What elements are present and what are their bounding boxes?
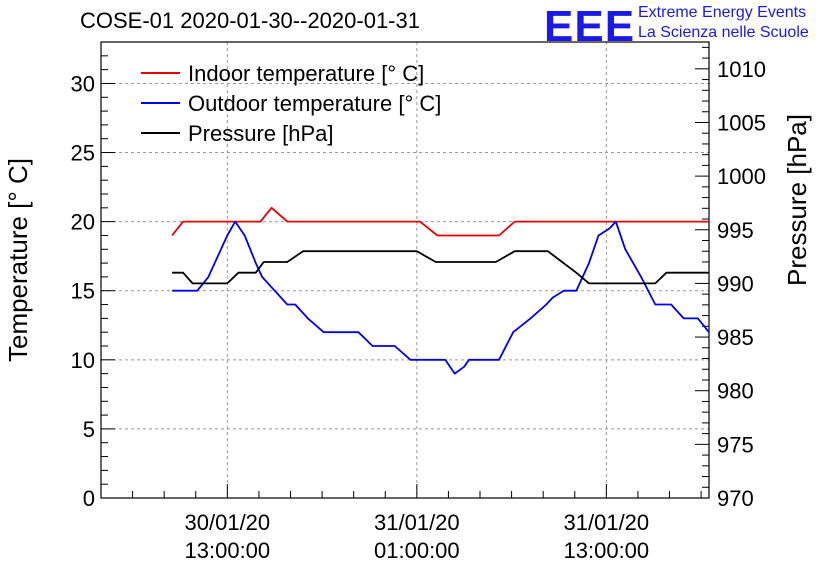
right-axis-tick-label: 990 (717, 271, 754, 296)
series-line-1 (172, 220, 710, 375)
x-axis-tick-label-time: 13:00:00 (564, 538, 650, 563)
right-axis-tick-label: 995 (717, 218, 754, 243)
right-axis-tick-label: 985 (717, 325, 754, 350)
left-axis-tick-label: 15 (71, 279, 95, 304)
right-axis-tick-label: 970 (717, 486, 754, 511)
right-axis-tick-label: 975 (717, 432, 754, 457)
right-axis-tick-label: 1005 (717, 110, 766, 135)
left-axis-tick-label: 0 (83, 486, 95, 511)
right-axis-tick-label: 980 (717, 379, 754, 404)
left-axis-tick-label: 25 (71, 141, 95, 166)
x-axis-tick-label-date: 31/01/20 (564, 510, 650, 535)
series-line-0 (171, 206, 709, 237)
logo-subtitle-line1: Extreme Energy Events (638, 4, 807, 21)
eee-logo: EEE (544, 2, 636, 51)
right-axis-title: Pressure [hPa] (782, 114, 812, 286)
left-axis-title: Temperature [° C] (3, 158, 33, 362)
x-axis-tick-label-date: 31/01/20 (374, 510, 460, 535)
legend-label-2: Pressure [hPa] (188, 121, 334, 146)
left-axis-tick-label: 20 (71, 210, 95, 235)
legend-label-0: Indoor temperature [° C] (188, 61, 424, 86)
legend-label-1: Outdoor temperature [° C] (188, 91, 441, 116)
series-line-2 (172, 250, 709, 285)
right-axis-tick-label: 1000 (717, 164, 766, 189)
logo-subtitle-line2: La Scienza nelle Scuole (638, 24, 809, 41)
x-axis-tick-label-date: 30/01/20 (185, 510, 271, 535)
left-axis-tick-label: 30 (71, 71, 95, 96)
x-axis-tick-label-time: 13:00:00 (185, 538, 271, 563)
plot-frame (100, 41, 710, 499)
chart-title: COSE-01 2020-01-30--2020-01-31 (80, 8, 420, 33)
right-axis-tick-label: 1010 (717, 57, 766, 82)
left-axis-tick-label: 5 (83, 417, 95, 442)
left-axis-tick-label: 10 (71, 348, 95, 373)
x-axis-tick-label-time: 01:00:00 (374, 538, 460, 563)
